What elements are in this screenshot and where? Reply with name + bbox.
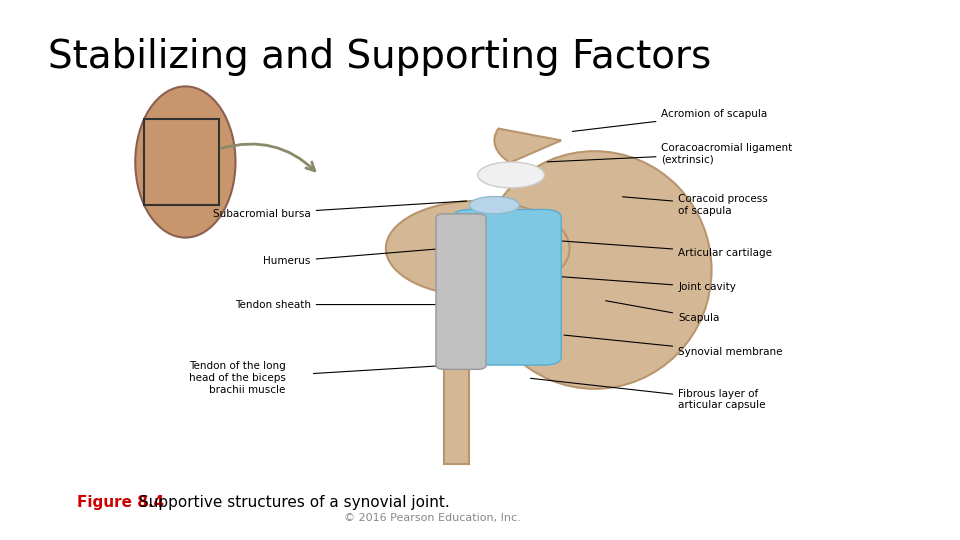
Wedge shape xyxy=(494,129,562,163)
Text: Acromion of scapula: Acromion of scapula xyxy=(572,110,768,131)
Polygon shape xyxy=(444,292,469,464)
FancyBboxPatch shape xyxy=(436,214,486,369)
Text: Coracoid process
of scapula: Coracoid process of scapula xyxy=(622,194,768,216)
Ellipse shape xyxy=(478,162,544,188)
Text: Synovial membrane: Synovial membrane xyxy=(564,335,782,357)
Ellipse shape xyxy=(478,151,711,389)
FancyArrowPatch shape xyxy=(222,144,315,171)
Text: Fibrous layer of
articular capsule: Fibrous layer of articular capsule xyxy=(531,379,766,410)
Circle shape xyxy=(386,201,569,296)
Text: Articular cartilage: Articular cartilage xyxy=(547,240,772,258)
Text: Supportive structures of a synovial joint.: Supportive structures of a synovial join… xyxy=(139,495,450,510)
Text: Subacromial bursa: Subacromial bursa xyxy=(213,201,467,219)
Ellipse shape xyxy=(469,197,519,214)
Text: Humerus: Humerus xyxy=(263,248,442,266)
Text: Figure 8.4: Figure 8.4 xyxy=(77,495,164,510)
Text: Tendon of the long
head of the biceps
brachii muscle: Tendon of the long head of the biceps br… xyxy=(189,361,286,395)
FancyBboxPatch shape xyxy=(453,210,562,365)
Text: Scapula: Scapula xyxy=(606,301,719,322)
Text: Tendon sheath: Tendon sheath xyxy=(234,300,450,309)
Ellipse shape xyxy=(135,86,235,238)
Text: Stabilizing and Supporting Factors: Stabilizing and Supporting Factors xyxy=(48,38,711,76)
Text: Joint cavity: Joint cavity xyxy=(531,274,736,292)
Text: Coracoacromial ligament
(extrinsic): Coracoacromial ligament (extrinsic) xyxy=(547,143,793,164)
Text: © 2016 Pearson Education, Inc.: © 2016 Pearson Education, Inc. xyxy=(344,512,520,523)
